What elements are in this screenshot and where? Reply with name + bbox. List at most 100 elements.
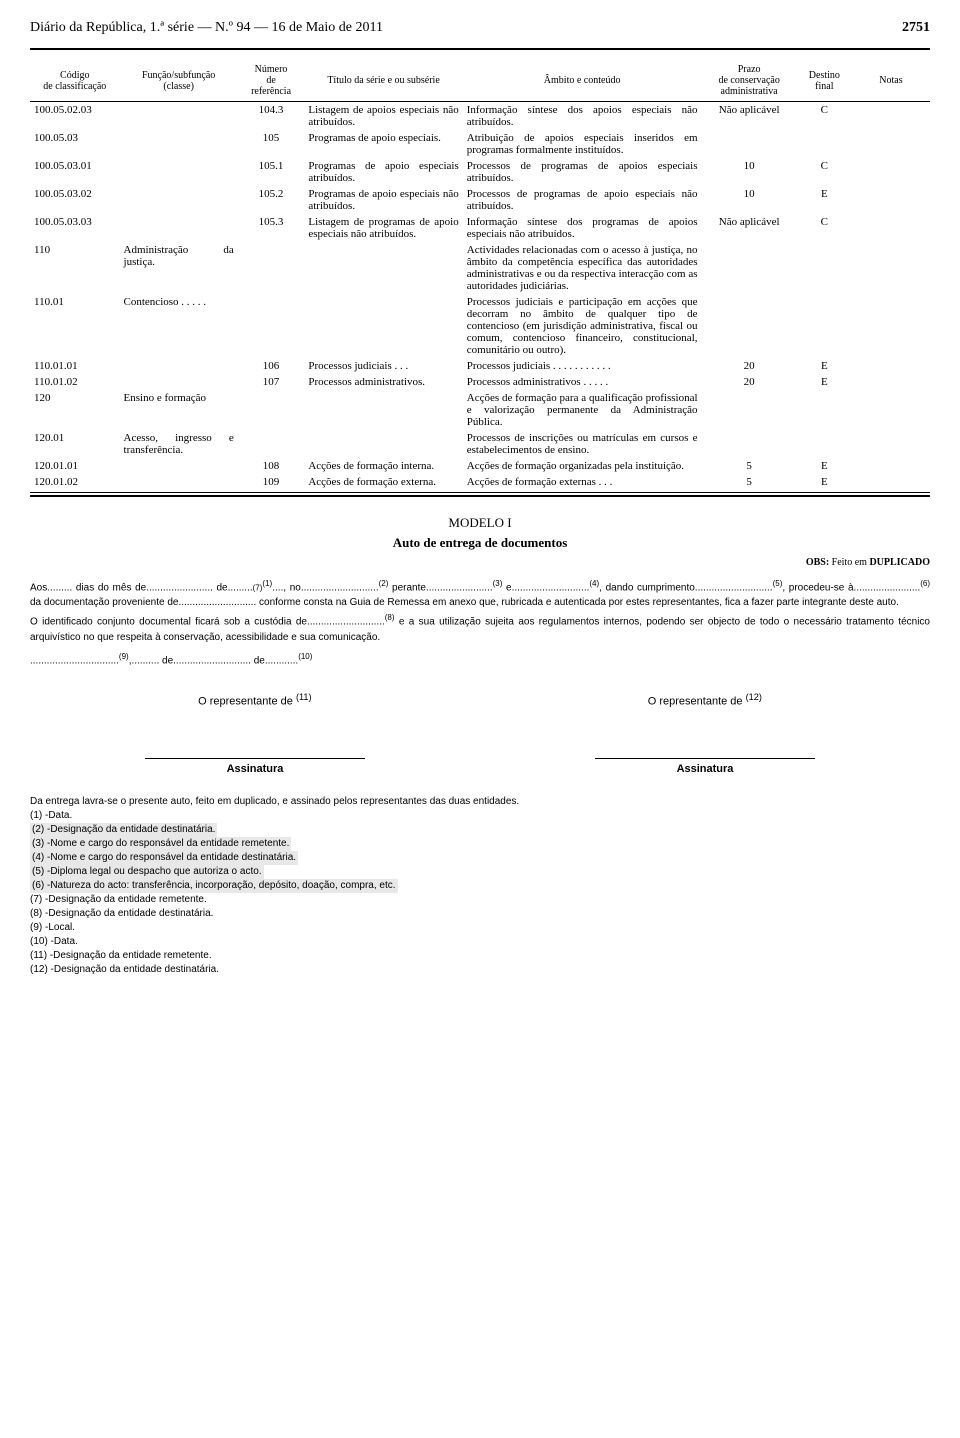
cell-ambito: Processos de inscrições ou matrículas em… [463,430,702,458]
cell-title: Programas de apoio especiais não atribuí… [304,186,462,214]
cell-prazo: 20 [702,374,797,390]
footnote: (7) -Designação da entidade remetente. [30,893,930,907]
footnote: (12) -Designação da entidade destinatári… [30,963,930,977]
cell-func: Administração da justiça. [120,242,238,294]
cell-prazo: 5 [702,458,797,474]
divider [30,48,930,50]
cell-prazo: Não aplicável [702,102,797,131]
obs-prefix: OBS: [806,557,832,568]
table-row: 110.01.02107Processos administrativos.Pr… [30,374,930,390]
obs-text: Feito em [832,557,870,568]
cell-func [120,374,238,390]
cell-dest [797,430,852,458]
cell-title [304,390,462,430]
col-header: Destino final [797,60,852,102]
cell-dest: C [797,158,852,186]
obs-line: OBS: Feito em DUPLICADO [30,557,930,568]
blank: ,.......... de..........................… [129,655,299,666]
cell-prazo: 10 [702,158,797,186]
signature-line [145,758,365,759]
footnote-ref: (11) [296,692,312,702]
footnote-hl: (4) -Nome e cargo do responsável da enti… [30,851,298,865]
cell-ambito: Processos judiciais . . . . . . . . . . … [463,358,702,374]
cell-code: 100.05.02.03 [30,102,120,131]
obs-bold: DUPLICADO [869,557,930,568]
footnote-intro: Da entrega lavra-se o presente auto, fei… [30,795,930,809]
cell-func: Acesso, ingresso e transferência. [120,430,238,458]
cell-notas [852,158,930,186]
classification-table: Código de classificação Função/subfunção… [30,60,930,490]
signature-line [595,758,815,759]
cell-func [120,358,238,374]
footnote-ref: (12) [746,692,762,702]
table-row: 110.01.01106Processos judiciais . . .Pro… [30,358,930,374]
footnote-ref: (4) [589,579,599,588]
footnote-ref: (2) [379,579,389,588]
cell-num: 105.2 [238,186,305,214]
cell-notas [852,374,930,390]
cell-num [238,390,305,430]
cell-func [120,102,238,131]
cell-title: Acções de formação interna. [304,458,462,474]
cell-dest [797,390,852,430]
footnote-hl: (6) -Natureza do acto: transferência, in… [30,879,398,893]
cell-func: Ensino e formação [120,390,238,430]
cell-dest: E [797,474,852,490]
cell-prazo [702,242,797,294]
cell-prazo: 20 [702,358,797,374]
signature-label: Assinatura [595,763,815,775]
cell-code: 110.01.01 [30,358,120,374]
cell-prazo: 5 [702,474,797,490]
signature-label: Assinatura [145,763,365,775]
cell-code: 100.05.03.03 [30,214,120,242]
form-paragraph-2: O identificado conjunto documental ficar… [30,612,930,644]
footnote: (5) -Diploma legal ou despacho que autor… [30,865,930,879]
model-title: MODELO I [30,515,930,531]
cell-prazo [702,130,797,158]
cell-dest: E [797,458,852,474]
cell-func [120,130,238,158]
cell-func [120,214,238,242]
table-row: 100.05.02.03104.3Listagem de apoios espe… [30,102,930,131]
rep-right: O representante de (12) [648,692,762,708]
cell-prazo: 10 [702,186,797,214]
footnote: (11) -Designação da entidade remetente. [30,949,930,963]
cell-notas [852,390,930,430]
table-row: 120Ensino e formaçãoAcções de formação p… [30,390,930,430]
cell-num: 105.1 [238,158,305,186]
cell-title: Processos judiciais . . . [304,358,462,374]
table-row: 120.01.01 108Acções de formação interna.A… [30,458,930,474]
footnote-hl: (5) -Diploma legal ou despacho que autor… [30,865,264,879]
footnote-ref: (7) [253,583,263,592]
blank: ................................ [30,655,119,666]
cell-num: 108 [238,458,305,474]
cell-num: 105 [238,130,305,158]
col-header: Número de referência [238,60,305,102]
cell-code: 110.01 [30,294,120,358]
cell-func [120,158,238,186]
cell-ambito: Acções de formação organizadas pela inst… [463,458,702,474]
page-header: Diário da República, 1.ª série — N.º 94 … [30,20,930,36]
table-row: 100.05.03105Programas de apoio especiais… [30,130,930,158]
cell-code: 120.01.01 [30,458,120,474]
cell-ambito: Informação síntese dos apoios especiais … [463,102,702,131]
cell-notas [852,242,930,294]
cell-code: 120 [30,390,120,430]
rep-left: O representante de (11) [198,692,311,708]
footnote-ref: (1) [262,579,272,588]
col-header: Âmbito e conteúdo [463,60,702,102]
footnote-ref: (3) [493,579,503,588]
cell-dest: C [797,102,852,131]
col-header: Código de classificação [30,60,120,102]
cell-ambito: Processos judiciais e participação em ac… [463,294,702,358]
cell-num [238,430,305,458]
footnote: (10) -Data. [30,935,930,949]
footnote-hl: (3) -Nome e cargo do responsável da enti… [30,837,291,851]
cell-title [304,294,462,358]
table-header-row: Código de classificação Função/subfunção… [30,60,930,102]
cell-notas [852,430,930,458]
cell-notas [852,294,930,358]
cell-func [120,458,238,474]
form-paragraph-1: Aos......... dias do mês de.............… [30,578,930,610]
cell-title: Programas de apoio especiais. [304,130,462,158]
